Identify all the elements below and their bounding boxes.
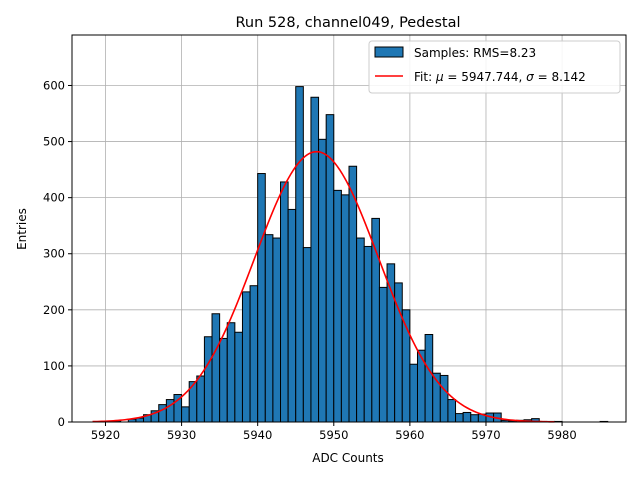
y-axis-ticks: 0 100 200 300 400 500 600: [43, 78, 72, 429]
histogram-bar: [447, 399, 457, 423]
histogram-bars: [104, 86, 609, 423]
fit-curve-group: [92, 150, 555, 423]
x-tick-label: 5940: [243, 428, 272, 442]
y-tick-label: 100: [43, 359, 65, 373]
histogram-bar: [333, 189, 342, 423]
histogram-bar: [356, 237, 365, 423]
chart-title: Run 528, channel049, Pedestal: [235, 15, 460, 31]
histogram-bar: [249, 285, 259, 423]
legend-fit-label: Fit: μ = 5947.744, σ = 8.142: [414, 70, 586, 84]
histogram-bar: [348, 165, 358, 423]
x-tick-label: 5950: [319, 428, 348, 442]
histogram-bar: [203, 336, 213, 423]
histogram-bar: [241, 291, 251, 423]
legend-fit-sigma-symbol: σ: [526, 70, 534, 84]
plot-frame: [71, 34, 627, 423]
histogram-bar: [310, 96, 320, 423]
histogram-bar: [287, 208, 297, 423]
histogram-bar: [219, 337, 228, 423]
histogram-bar: [424, 334, 434, 423]
histogram-bar: [226, 322, 236, 423]
legend-fit-sigma-value: = 8.142: [534, 70, 586, 84]
histogram-bar: [340, 194, 350, 423]
x-tick-label: 5930: [167, 428, 196, 442]
histogram-bar: [455, 413, 464, 423]
histogram-bar: [257, 173, 266, 423]
histogram-bar: [280, 181, 289, 423]
histogram-bar: [409, 363, 418, 423]
y-tick-label: 400: [43, 191, 65, 205]
histogram-bar: [470, 414, 479, 423]
legend-fit-mu-symbol: μ: [435, 70, 444, 84]
histogram-bar: [462, 411, 472, 423]
y-tick-label: 500: [43, 135, 65, 149]
histogram-bar: [318, 138, 327, 423]
histogram-bar: [158, 404, 167, 423]
x-tick-label: 5960: [395, 428, 424, 442]
x-tick-label: 5970: [471, 428, 500, 442]
legend: Samples: RMS=8.23 Fit: μ = 5947.744, σ =…: [368, 40, 621, 94]
legend-fit-mu-value: = 5947.744,: [444, 70, 527, 84]
x-tick-label: 5920: [91, 428, 120, 442]
histogram-bar: [302, 247, 312, 423]
histogram-bar: [211, 313, 221, 423]
legend-hist-label: Samples: RMS=8.23: [414, 46, 536, 60]
histogram-bar: [264, 234, 274, 423]
histogram-bar: [181, 406, 190, 423]
y-tick-label: 300: [43, 247, 65, 261]
legend-box: [368, 40, 621, 94]
legend-fit-prefix: Fit:: [414, 70, 436, 84]
histogram-bar: [378, 286, 388, 423]
y-axis-label: Entries: [15, 208, 29, 250]
x-axis-ticks: 5920 5930 5940 5950 5960 5970 5980: [91, 422, 577, 442]
histogram-bar: [386, 263, 396, 423]
x-axis-label: ADC Counts: [312, 451, 384, 465]
legend-hist-swatch: [374, 46, 404, 58]
histogram-bar: [363, 245, 373, 423]
y-tick-label: 600: [43, 78, 65, 92]
y-tick-label: 200: [43, 303, 65, 317]
histogram-bar: [439, 374, 449, 423]
y-tick-label: 0: [58, 415, 65, 429]
histogram-bar: [272, 237, 282, 423]
fit-curve: [92, 150, 555, 423]
histogram-bar: [295, 86, 304, 423]
histogram-bar: [196, 375, 205, 423]
histogram-bar: [234, 331, 243, 423]
x-tick-label: 5980: [547, 428, 576, 442]
